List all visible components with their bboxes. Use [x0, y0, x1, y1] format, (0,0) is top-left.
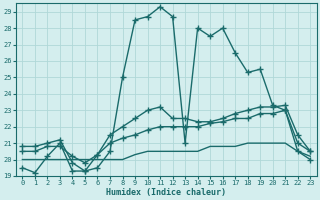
X-axis label: Humidex (Indice chaleur): Humidex (Indice chaleur) [106, 188, 226, 197]
